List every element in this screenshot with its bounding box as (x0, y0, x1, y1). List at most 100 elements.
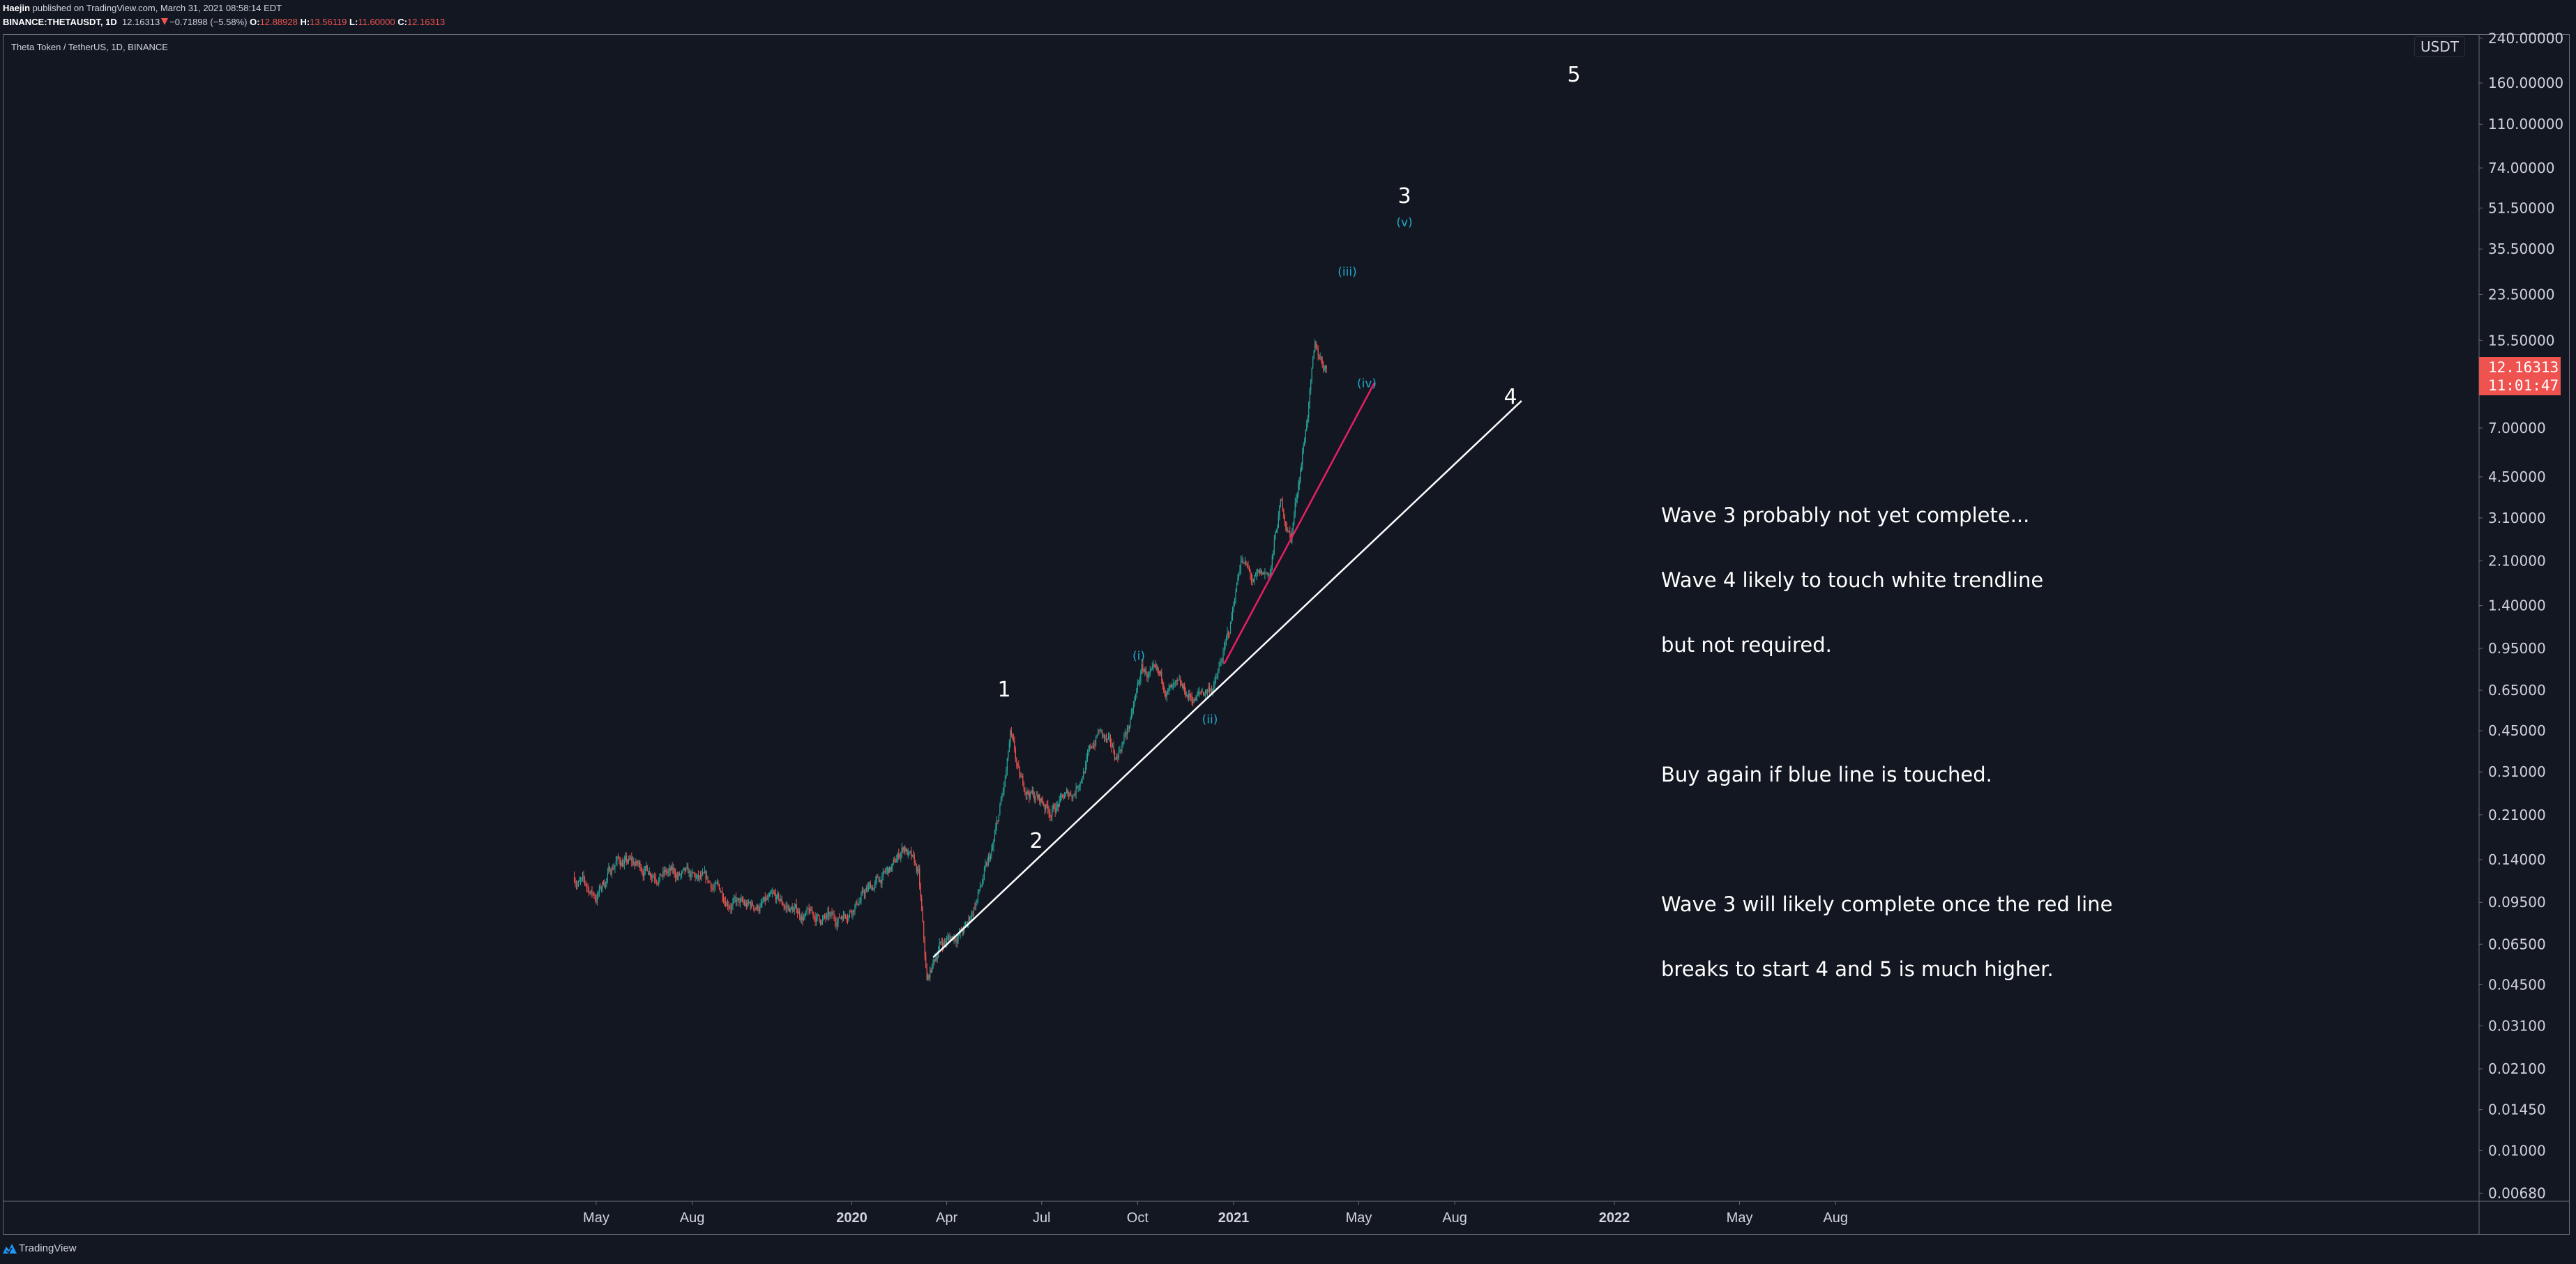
candle-body (1303, 446, 1304, 453)
candle-body (993, 841, 994, 847)
candle-body (627, 860, 628, 862)
candle-body (1301, 464, 1302, 471)
candle-body (1066, 789, 1068, 793)
candle-body (628, 858, 629, 862)
candle-body (1144, 669, 1146, 672)
candle-body (1315, 341, 1317, 349)
candle-body (1310, 379, 1312, 390)
wave-label-5: 5 (1567, 63, 1581, 87)
candle-body (619, 860, 621, 866)
candle-body (927, 975, 929, 980)
candle-body (1162, 679, 1163, 685)
candle-body (1256, 572, 1257, 575)
candle-body (791, 907, 793, 912)
candle-body (646, 865, 648, 871)
candle-body (699, 875, 702, 878)
candle-body (642, 873, 644, 877)
close-label: C: (397, 17, 407, 27)
time-axis[interactable]: May Aug 2020 Apr Jul Oct 2021 May Aug 2022 May Aug (583, 1201, 1848, 1226)
candle-body (1117, 755, 1119, 758)
candle-body (858, 902, 860, 906)
candle-body (886, 867, 888, 871)
candle-body (1245, 561, 1247, 565)
candle-body (973, 907, 975, 914)
candle-body (1321, 359, 1323, 365)
candle-body (658, 880, 660, 884)
candle-body (639, 862, 641, 868)
last-price: 12.16313 (121, 17, 160, 27)
candle-body (1109, 736, 1112, 743)
candle-body (1082, 772, 1084, 779)
wave-label-1: 1 (997, 678, 1011, 702)
last-price-value: 12.16313 (2488, 359, 2559, 376)
candle-body (1275, 530, 1277, 533)
candle-body (1012, 734, 1013, 738)
candle-body (1029, 792, 1031, 798)
candle-body (1259, 570, 1260, 574)
price-axis[interactable]: 240.00000 160.00000 110.00000 74.00000 51.50… (2479, 30, 2563, 1202)
candle-body (711, 888, 713, 889)
subwave-label-v: (v) (1396, 215, 1413, 230)
candle-body (930, 969, 932, 973)
candle-body (1215, 678, 1217, 680)
candle-body (1094, 745, 1096, 746)
candle-body (847, 919, 849, 920)
candle-body (814, 915, 815, 917)
candle-body (1308, 403, 1310, 418)
candle-body (693, 873, 695, 874)
candle-body (688, 871, 690, 874)
price-tick-label: 51.50000 (2488, 199, 2554, 216)
candle-body (955, 939, 957, 943)
candle-body (1031, 790, 1033, 793)
price-tick-label: 3.10000 (2488, 510, 2546, 526)
candle-body (823, 915, 824, 920)
low-label: L: (349, 17, 358, 27)
white-trendline[interactable] (932, 400, 1522, 959)
wave-label-4: 4 (1503, 385, 1517, 409)
price-tick-label: 0.01000 (2488, 1142, 2546, 1159)
red-trendline[interactable] (1223, 382, 1376, 664)
currency-button[interactable]: USDT (2414, 36, 2465, 57)
candle-body (1093, 745, 1095, 748)
candle-body (871, 887, 872, 889)
last-price-badge: 12.16313 11:01:47 (2479, 357, 2561, 395)
candle-body (869, 883, 870, 887)
candle-body (851, 911, 853, 915)
candle-body (748, 902, 749, 904)
candle-body (606, 878, 607, 883)
candle-body (1248, 567, 1250, 570)
candle-body (1252, 579, 1255, 582)
candle-body (600, 888, 603, 889)
candle-body (994, 834, 996, 842)
candle-body (1306, 423, 1308, 430)
wave-label-2: 2 (1029, 829, 1043, 853)
candle-body (805, 912, 807, 914)
candles (573, 339, 1327, 982)
candle-body (946, 939, 948, 943)
candle-body (1212, 689, 1213, 692)
candle-body (951, 936, 953, 939)
candle-body (1039, 795, 1040, 802)
candle-body (914, 855, 915, 864)
candle-body (947, 937, 948, 940)
tradingview-logo[interactable]: TradingView (3, 1242, 77, 1254)
candle-body (1236, 585, 1238, 592)
price-tick-label: 0.21000 (2488, 807, 2546, 823)
candle-body (663, 871, 665, 873)
candle-body (1209, 687, 1211, 692)
candle-body (577, 881, 579, 885)
candle-body (827, 911, 828, 915)
price-tick-label: 0.04500 (2488, 976, 2546, 993)
candle-body (859, 901, 861, 903)
candle-body (1084, 765, 1086, 773)
candle-body (1100, 729, 1102, 731)
symbol-info: BINANCE:THETAUSDT, 1D 12.16313 −0.71898 (… (3, 17, 445, 27)
candle-body (776, 896, 778, 900)
price-tick-label: 23.50000 (2488, 286, 2554, 303)
candle-body (978, 889, 980, 892)
candle-body (1026, 791, 1028, 795)
chart-frame[interactable] (3, 34, 2570, 1235)
candle-body (1135, 694, 1136, 700)
candle-body (671, 867, 672, 871)
